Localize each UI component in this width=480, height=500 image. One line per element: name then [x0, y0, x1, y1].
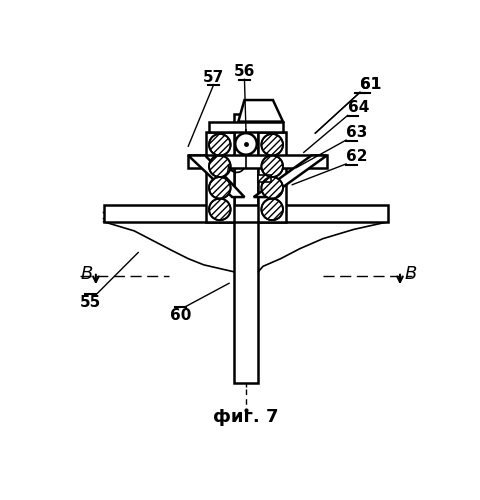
Text: 64: 64	[348, 100, 369, 116]
Circle shape	[209, 198, 230, 220]
Bar	[104, 205, 388, 222]
Text: фиг. 7: фиг. 7	[213, 408, 279, 426]
Text: 57: 57	[203, 70, 224, 84]
Bar	[206, 132, 234, 222]
Bar	[209, 122, 283, 132]
Text: 55: 55	[80, 295, 101, 310]
Circle shape	[262, 134, 283, 156]
Text: 63: 63	[346, 125, 368, 140]
Text: 62: 62	[346, 149, 368, 164]
Circle shape	[262, 156, 283, 177]
Polygon shape	[238, 100, 283, 122]
Circle shape	[262, 177, 283, 199]
Bar	[234, 114, 258, 384]
Circle shape	[209, 177, 230, 199]
Text: 61: 61	[360, 78, 381, 92]
Bar	[258, 174, 271, 182]
Text: 56: 56	[234, 64, 255, 79]
Circle shape	[262, 198, 283, 220]
Circle shape	[209, 156, 230, 177]
Bar	[258, 132, 286, 222]
Bar	[188, 156, 327, 168]
Circle shape	[235, 133, 257, 154]
Text: $B$: $B$	[81, 265, 94, 283]
Text: 61: 61	[360, 78, 381, 92]
Text: $B$: $B$	[404, 265, 417, 283]
Polygon shape	[188, 156, 244, 197]
Text: 60: 60	[170, 308, 191, 323]
Polygon shape	[254, 156, 327, 197]
Circle shape	[209, 134, 230, 156]
